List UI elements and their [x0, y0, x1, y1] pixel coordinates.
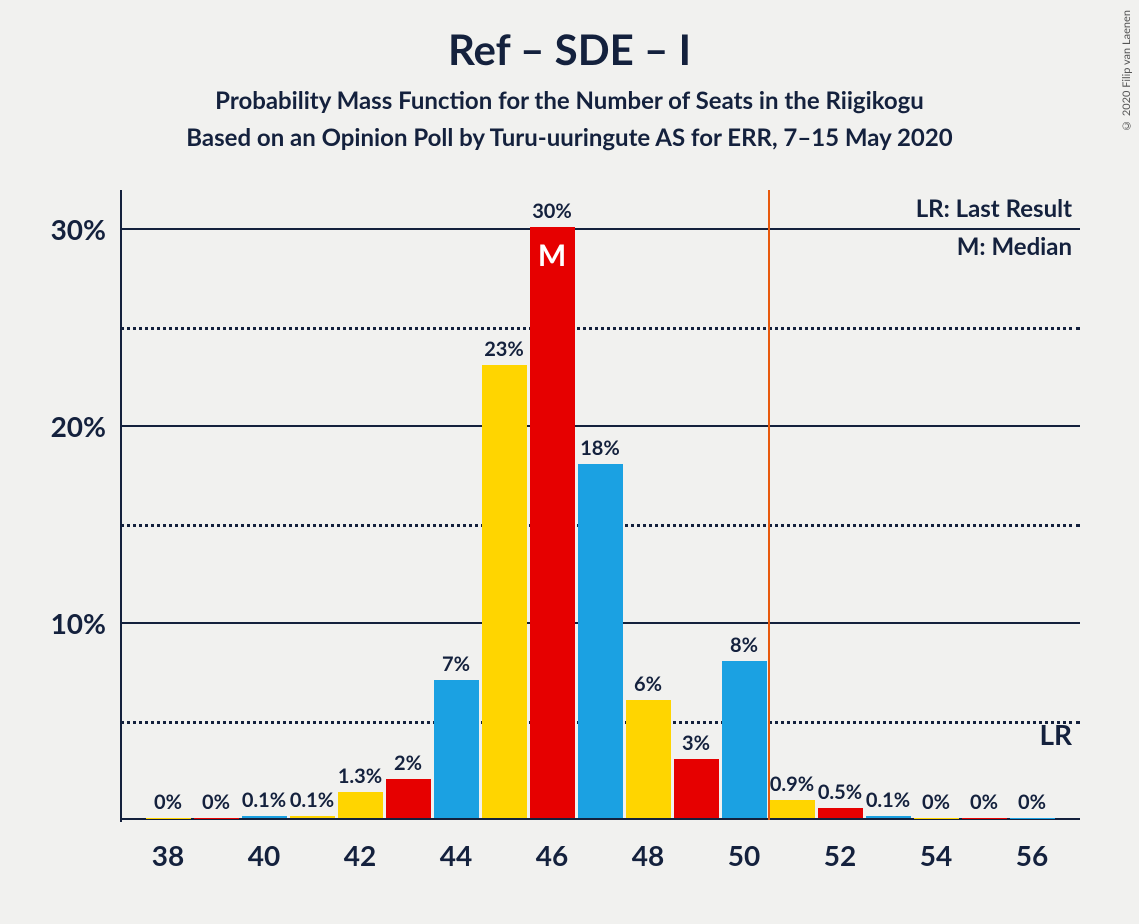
bar-value-label: 3% [682, 731, 710, 755]
x-tick-label: 54 [920, 838, 952, 872]
legend-lr: LR: Last Result [916, 190, 1072, 228]
bar: 23% [482, 365, 527, 818]
bar-value-label: 23% [484, 337, 524, 361]
x-tick-label: 42 [344, 838, 376, 872]
bar-value-label: 0% [202, 790, 230, 814]
chart-title: Ref – SDE – I [0, 0, 1139, 74]
bar-value-label: 1.3% [338, 764, 382, 788]
bar-value-label: 6% [634, 672, 662, 696]
grid-major [120, 425, 1080, 427]
bar: 6% [626, 700, 671, 818]
bar: 0% [194, 818, 239, 819]
legend-m: M: Median [916, 228, 1072, 266]
bar-value-label: 0.1% [242, 788, 286, 812]
x-tick-label: 46 [536, 838, 568, 872]
bar: 0% [146, 818, 191, 819]
bar: 7% [434, 680, 479, 818]
bar-value-label: 0% [970, 790, 998, 814]
bar-value-label: 8% [730, 633, 758, 657]
chart-subtitle-2: Based on an Opinion Poll by Turu-uuringu… [0, 123, 1139, 152]
x-tick-label: 52 [824, 838, 856, 872]
bar-value-label: 0% [922, 790, 950, 814]
grid-major [120, 228, 1080, 230]
chart-page: © 2020 Filip van Laenen Ref – SDE – I Pr… [0, 0, 1139, 924]
copyright-text: © 2020 Filip van Laenen [1120, 10, 1133, 132]
x-axis-line [120, 818, 1080, 820]
bar-value-label: 0.1% [866, 788, 910, 812]
bar-value-label: 30% [532, 199, 572, 223]
bar: 8% [722, 661, 767, 819]
lr-label: LR [1039, 717, 1072, 751]
y-tick-label: 30% [51, 212, 106, 246]
x-tick-label: 44 [440, 838, 472, 872]
median-label: M [538, 237, 566, 273]
bar: 0% [914, 818, 959, 819]
bar-value-label: 2% [394, 751, 422, 775]
plot-area: LR: Last Result M: Median 10%20%30%38404… [120, 190, 1080, 820]
x-tick-label: 38 [152, 838, 184, 872]
x-tick-label: 40 [248, 838, 280, 872]
bar-value-label: 18% [580, 436, 620, 460]
grid-minor [120, 327, 1080, 330]
bar: 0.9% [770, 800, 815, 818]
bar: 0.1% [290, 816, 335, 818]
y-tick-label: 20% [51, 409, 106, 443]
bar: 0% [1010, 818, 1055, 819]
y-axis-line [120, 190, 122, 822]
bar: 2% [386, 779, 431, 818]
x-tick-label: 48 [632, 838, 664, 872]
y-tick-label: 10% [51, 606, 106, 640]
bar-value-label: 0% [154, 790, 182, 814]
bar-value-label: 0% [1018, 790, 1046, 814]
bar: 3% [674, 759, 719, 818]
bar: 18% [578, 464, 623, 818]
bar: 0.5% [818, 808, 863, 818]
bar-value-label: 0.1% [290, 788, 334, 812]
bar-value-label: 0.5% [818, 780, 862, 804]
bar: 1.3% [338, 792, 383, 818]
bar-value-label: 7% [442, 652, 470, 676]
bar: 0% [962, 818, 1007, 819]
x-tick-label: 50 [728, 838, 760, 872]
chart-subtitle-1: Probability Mass Function for the Number… [0, 86, 1139, 115]
bar: 0.1% [866, 816, 911, 818]
bar: 0.1% [242, 816, 287, 818]
lr-line [768, 190, 770, 820]
bar: 30%M [530, 227, 575, 818]
bar-value-label: 0.9% [770, 772, 814, 796]
x-tick-label: 56 [1016, 838, 1048, 872]
